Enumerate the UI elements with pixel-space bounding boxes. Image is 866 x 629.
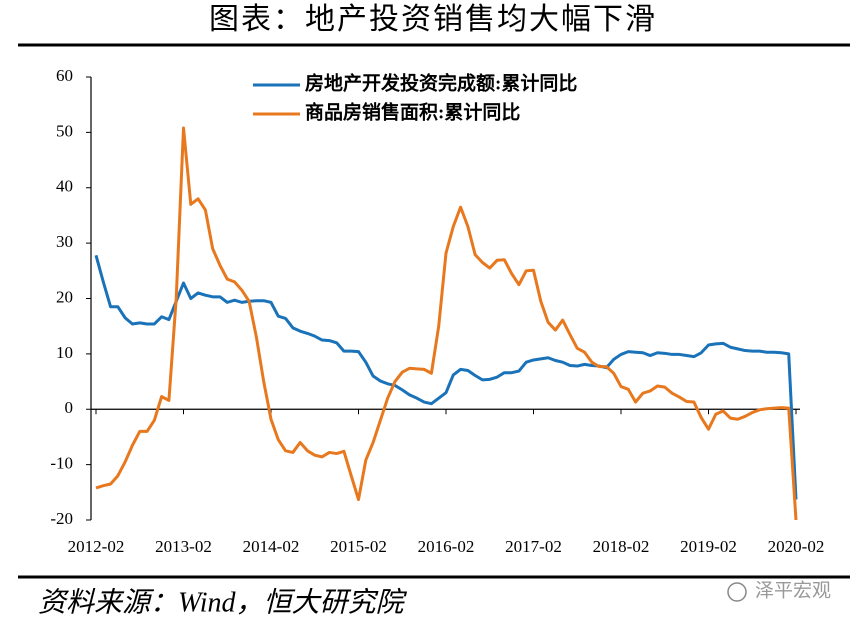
y-tick-label: 30 [56,232,73,251]
x-tick-label: 2019-02 [680,537,737,556]
watermark: 泽平宏观 [755,579,831,601]
y-tick-label: 0 [65,398,74,417]
chart-title: 图表：地产投资销售均大幅下滑 [209,3,657,36]
y-tick-label: 50 [56,121,73,140]
x-tick-label: 2016-02 [418,537,475,556]
legend-label: 房地产开发投资完成额:累计同比 [305,71,577,94]
y-tick-label: 20 [56,287,73,306]
watermark-icon [727,582,747,602]
legend-label: 商品房销售面积:累计同比 [305,100,520,123]
x-tick-label: 2014-02 [243,537,300,556]
x-tick-label: 2013-02 [155,537,212,556]
source-note: 资料来源：Wind，恒大研究院 [38,587,408,618]
x-tick-label: 2015-02 [330,537,387,556]
y-tick-label: -10 [50,454,73,473]
y-tick-label: 40 [56,177,73,196]
x-tick-label: 2012-02 [68,537,125,556]
x-tick-label: 2020-02 [768,537,825,556]
y-tick-label: -20 [50,509,73,528]
y-tick-label: 60 [56,66,73,85]
y-tick-label: 10 [56,343,73,362]
series-line [94,254,798,500]
x-tick-label: 2018-02 [593,537,650,556]
series-line [95,126,798,521]
x-tick-label: 2017-02 [505,537,562,556]
